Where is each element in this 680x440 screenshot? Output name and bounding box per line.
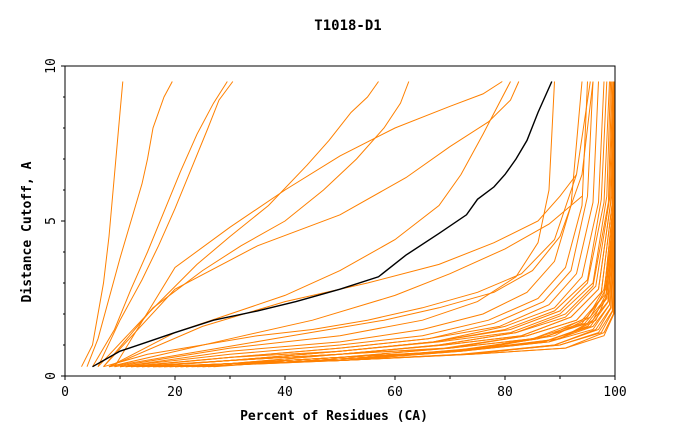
series-line-6 bbox=[103, 81, 410, 368]
y-axis-ticks: 0 5 10 bbox=[44, 58, 65, 380]
series-line-17 bbox=[130, 81, 605, 368]
x-tick-label: 100 bbox=[603, 385, 626, 400]
series-line-44 bbox=[213, 81, 616, 368]
series-line-10 bbox=[108, 174, 577, 368]
chart-title: T1018-D1 bbox=[314, 18, 381, 34]
x-tick-label: 20 bbox=[167, 385, 183, 400]
series-line-16 bbox=[125, 81, 599, 368]
series-line-9 bbox=[114, 81, 503, 367]
series-line-11 bbox=[108, 195, 583, 368]
series-line-26 bbox=[152, 81, 616, 368]
y-axis-label: Distance Cutoff, A bbox=[20, 161, 35, 302]
series-line-1 bbox=[81, 81, 124, 367]
series-line-46 bbox=[108, 81, 594, 368]
series-line-4 bbox=[97, 81, 234, 367]
series-line-20 bbox=[136, 81, 612, 368]
series-line-3 bbox=[92, 81, 228, 367]
x-tick-label: 80 bbox=[497, 385, 513, 400]
y-tick-label: 10 bbox=[44, 58, 59, 74]
series-line-8 bbox=[103, 81, 520, 368]
series-line-45 bbox=[103, 81, 591, 368]
series-line-12 bbox=[114, 81, 555, 368]
y-tick-label: 5 bbox=[44, 217, 59, 225]
x-tick-label: 60 bbox=[387, 385, 403, 400]
x-tick-label: 40 bbox=[277, 385, 293, 400]
y-tick-label: 0 bbox=[44, 372, 59, 380]
series-line-14 bbox=[119, 81, 588, 368]
series-layer bbox=[81, 81, 616, 368]
x-tick-label: 0 bbox=[61, 385, 69, 400]
highlight-series-line bbox=[92, 81, 553, 368]
highlight-layer bbox=[92, 81, 553, 368]
x-axis-ticks: 0 20 40 60 80 100 bbox=[61, 376, 627, 400]
series-line-24 bbox=[147, 81, 615, 368]
series-line-5 bbox=[97, 81, 379, 368]
series-line-13 bbox=[119, 81, 583, 368]
series-line-2 bbox=[86, 81, 173, 367]
x-axis-label: Percent of Residues (CA) bbox=[240, 409, 428, 424]
